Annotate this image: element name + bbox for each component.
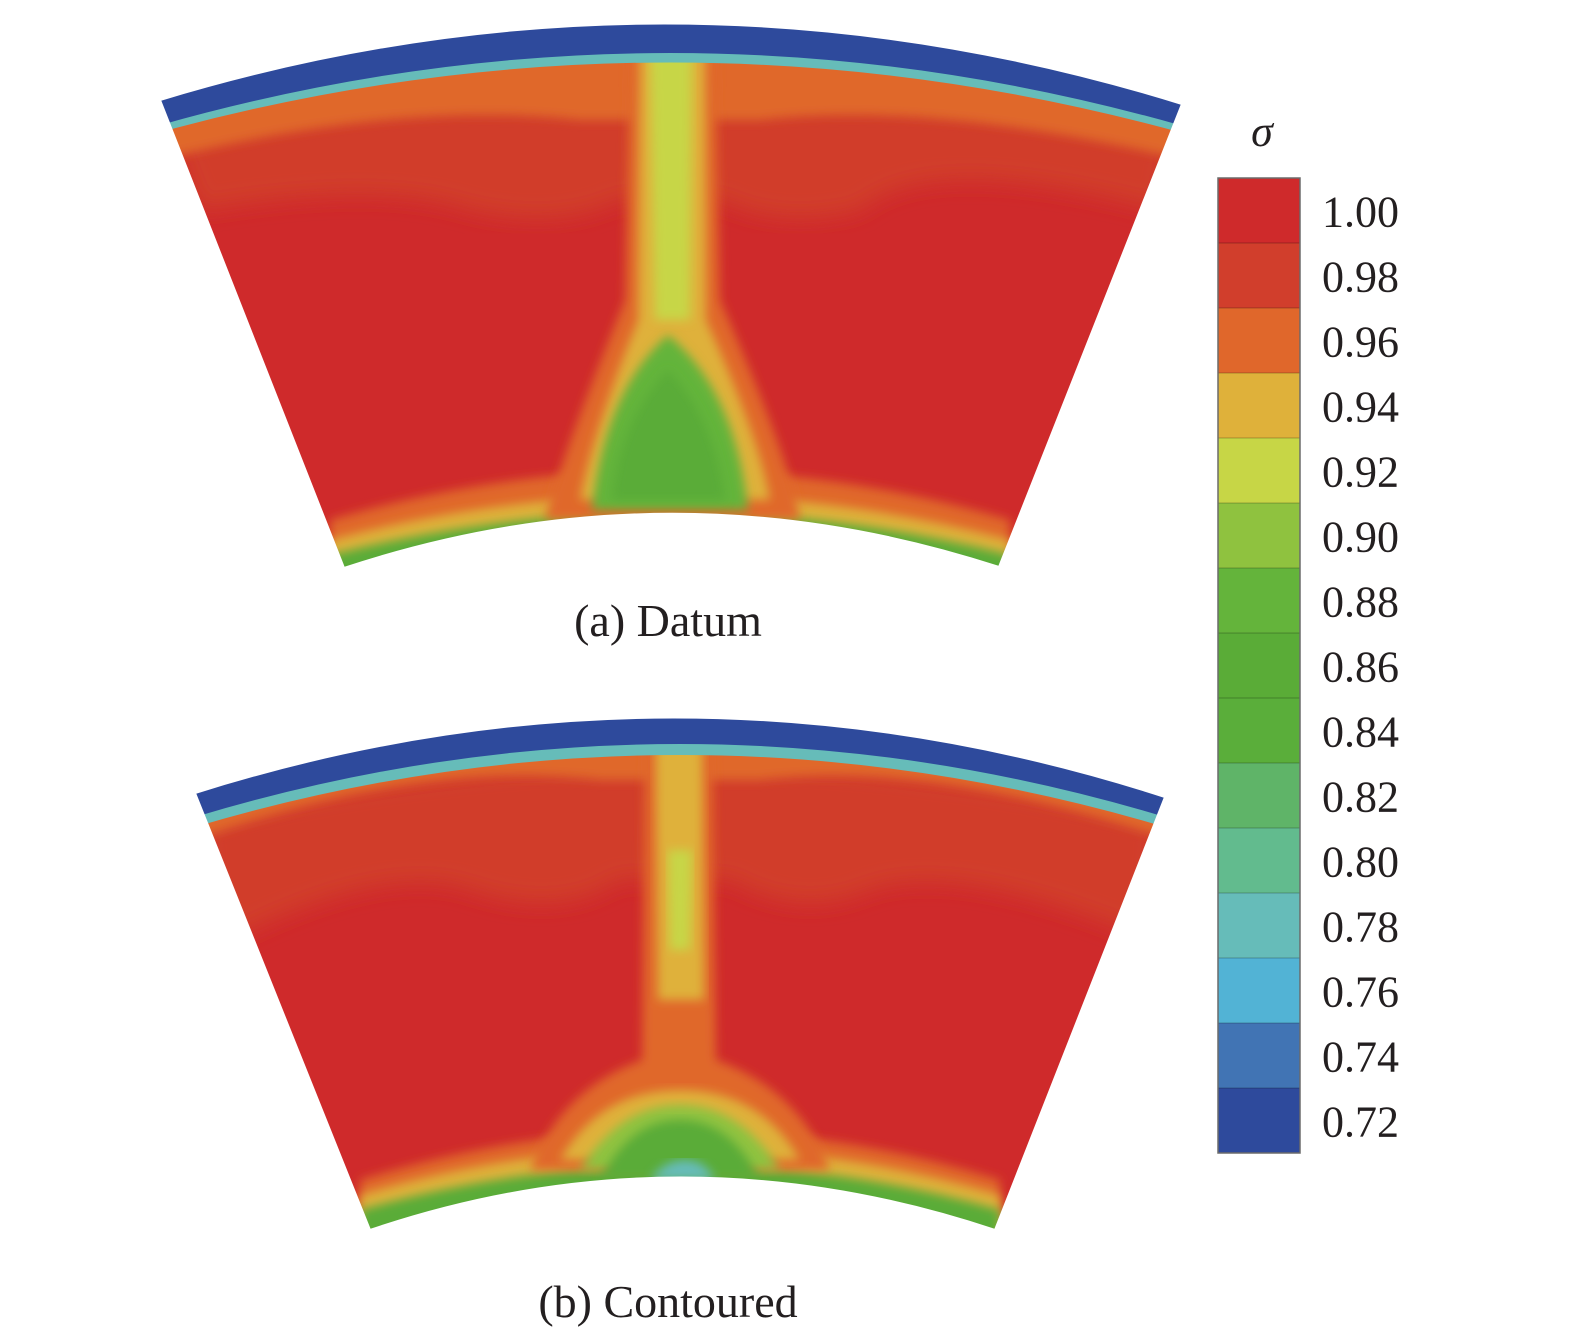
colorbar-swatch xyxy=(1218,1023,1300,1089)
colorbar-tick-label: 0.76 xyxy=(1322,968,1399,1017)
contour-field-datum xyxy=(160,23,1182,569)
colorbar-swatch xyxy=(1218,1088,1300,1154)
colorbar-swatch xyxy=(1218,568,1300,634)
colorbar-tick-label: 0.96 xyxy=(1322,318,1399,367)
contour-field-contoured xyxy=(195,717,1165,1230)
colorbar-swatch xyxy=(1218,763,1300,829)
colorbar-tick-label: 0.80 xyxy=(1322,838,1399,887)
panel-contoured: (b) Contoured xyxy=(193,716,1167,1327)
colorbar-swatch xyxy=(1218,828,1300,894)
colorbar-swatch xyxy=(1218,438,1300,504)
panel-caption-contoured: (b) Contoured xyxy=(538,1276,797,1327)
colorbar-tick-label: 0.78 xyxy=(1322,903,1399,952)
colorbar-swatch xyxy=(1218,178,1300,244)
colorbar-tick-label: 0.90 xyxy=(1322,513,1399,562)
colorbar-tick-label: 0.84 xyxy=(1322,708,1399,757)
colorbar-swatch xyxy=(1218,893,1300,959)
colorbar-tick-label: 0.74 xyxy=(1322,1033,1399,1082)
colorbar-symbol: σ xyxy=(1251,107,1275,156)
colorbar-tick-label: 0.88 xyxy=(1322,578,1399,627)
colorbar-tick-label: 0.92 xyxy=(1322,448,1399,497)
colorbar-swatch xyxy=(1218,373,1300,439)
colorbar: σ 1.00 0.98 0.96 0.94 0.92 0.90 0.88 0.86 0.84 0.… xyxy=(1217,107,1399,1154)
colorbar-tick-label: 0.82 xyxy=(1322,773,1399,822)
colorbar-swatches xyxy=(1218,178,1300,1154)
colorbar-swatch xyxy=(1218,633,1300,699)
panel-datum: (a) Datum xyxy=(158,22,1184,646)
colorbar-swatch xyxy=(1218,308,1300,374)
colorbar-frame xyxy=(1217,177,1301,1154)
colorbar-labels: 1.00 0.98 0.96 0.94 0.92 0.90 0.88 0.86 0.84 0.82… xyxy=(1322,188,1399,1147)
colorbar-tick-label: 0.98 xyxy=(1322,253,1399,302)
colorbar-tick-label: 0.86 xyxy=(1322,643,1399,692)
colorbar-swatch xyxy=(1218,503,1300,569)
panel-caption-datum: (a) Datum xyxy=(574,595,762,646)
colorbar-swatch xyxy=(1218,958,1300,1024)
colorbar-swatch xyxy=(1218,698,1300,764)
colorbar-tick-label: 0.72 xyxy=(1322,1098,1399,1147)
colorbar-swatch xyxy=(1218,243,1300,309)
colorbar-tick-label: 1.00 xyxy=(1322,188,1399,237)
colorbar-tick-label: 0.94 xyxy=(1322,383,1399,432)
